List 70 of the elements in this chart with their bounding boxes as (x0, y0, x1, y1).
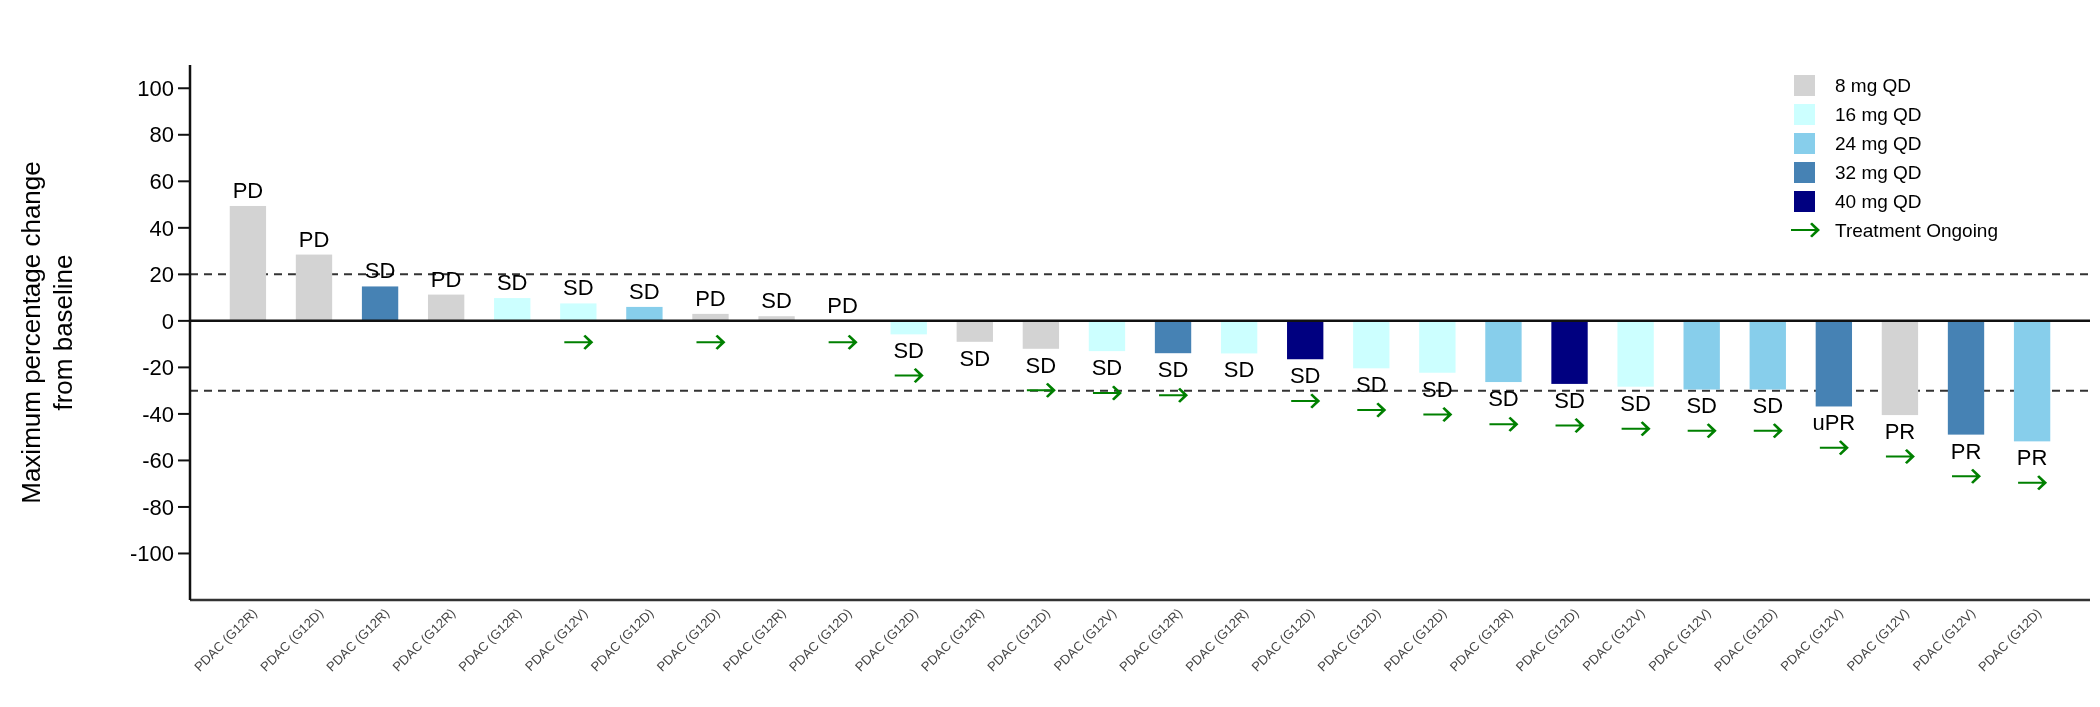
data-label: SD (1289, 363, 1321, 389)
bar (1617, 320, 1654, 387)
data-label: SD (1157, 357, 1189, 383)
data-label: SD (629, 278, 660, 304)
data-label: SD (761, 288, 792, 314)
data-label: SD (1488, 386, 1519, 412)
y-tick-label: 60 (149, 169, 174, 194)
bar (229, 205, 267, 321)
bar (295, 254, 333, 321)
bar (1088, 320, 1126, 352)
bar (956, 320, 993, 342)
y-tick-label: -80 (142, 494, 174, 520)
y-tick-label: 20 (149, 262, 174, 288)
legend-label: 8 mg QD (1835, 74, 1912, 96)
y-tick-label: 0 (161, 308, 174, 334)
data-label: SD (1422, 376, 1453, 402)
data-label: SD (1025, 352, 1057, 378)
data-label: PD (232, 177, 264, 203)
bar (626, 306, 663, 321)
y-tick-label: -60 (142, 448, 174, 474)
data-label: SD (959, 345, 991, 371)
data-label: uPR (1812, 410, 1856, 436)
data-label: SD (1091, 355, 1123, 381)
bar (1220, 320, 1258, 354)
bar (1353, 320, 1390, 369)
data-label: PD (695, 285, 726, 311)
bar (1022, 320, 1060, 349)
bar (1419, 320, 1456, 373)
bar (1881, 320, 1919, 416)
bar (1485, 320, 1522, 383)
bar (1287, 320, 1324, 360)
bar (1551, 320, 1588, 384)
bar (1815, 320, 1853, 407)
y-tick-label: 40 (149, 215, 174, 241)
legend-label: 16 mg QD (1835, 103, 1922, 125)
bar (1947, 320, 1985, 435)
data-label: PR (1884, 419, 1916, 445)
y-tick-label: 100 (137, 75, 174, 101)
data-label: PD (827, 292, 858, 318)
bar (1154, 320, 1192, 354)
y-tick-label: 80 (149, 122, 174, 148)
y-axis-title: Maximum percentage change from baseline (16, 161, 78, 504)
y-tick-label: -100 (129, 541, 174, 567)
bar (560, 303, 597, 321)
data-label: SD (1356, 372, 1387, 398)
data-label: SD (1620, 390, 1651, 416)
bar (2013, 320, 2051, 442)
data-label: SD (1223, 357, 1255, 383)
bar (427, 294, 465, 321)
data-label: SD (1554, 387, 1585, 413)
y-tick-label: -20 (142, 355, 174, 381)
legend-label: 32 mg QD (1835, 161, 1922, 183)
data-label: SD (1752, 393, 1784, 419)
legend-label: 24 mg QD (1835, 132, 1922, 154)
legend-label: Treatment Ongoing (1835, 219, 1998, 241)
data-label: SD (563, 275, 594, 301)
data-label: SD (496, 270, 528, 296)
y-tick-label: -40 (142, 401, 174, 427)
data-label: SD (364, 258, 396, 284)
bar (1749, 320, 1786, 390)
data-label: SD (893, 338, 924, 364)
legend-label: 40 mg QD (1835, 190, 1922, 212)
data-label: PD (430, 266, 462, 292)
data-label: SD (1686, 393, 1717, 419)
bar (361, 286, 399, 321)
data-label: PR (1950, 438, 1982, 464)
bar (494, 298, 531, 321)
data-label: PD (298, 226, 330, 252)
data-label: PR (2016, 445, 2048, 471)
bar (1683, 320, 1720, 390)
